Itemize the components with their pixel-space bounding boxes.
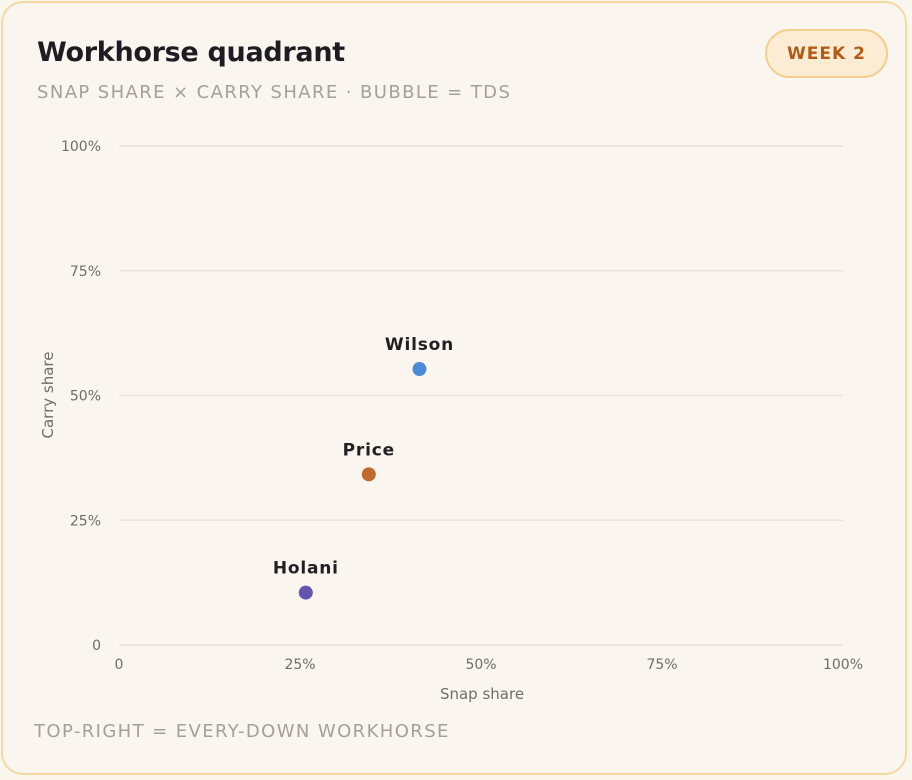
chart-title: Workhorse quadrant	[37, 37, 345, 68]
data-point-holani[interactable]	[298, 585, 313, 600]
data-point-wilson[interactable]	[412, 362, 427, 377]
x-tick-label: 100%	[823, 657, 863, 673]
point-label-holani: Holani	[273, 559, 339, 579]
point-label-price: Price	[343, 440, 395, 460]
y-axis-ticks: 0 25% 50% 75% 100%	[61, 139, 101, 654]
point-label-wilson: Wilson	[385, 335, 454, 355]
y-tick-label: 25%	[70, 513, 101, 529]
chart-subtitle: SNAP SHARE × CARRY SHARE · BUBBLE = TDS	[37, 82, 512, 103]
x-tick-label: 25%	[284, 657, 315, 673]
quadrant-note: TOP-RIGHT = EVERY-DOWN WORKHORSE	[34, 721, 450, 742]
x-axis-label: Snap share	[440, 685, 524, 703]
data-point-price[interactable]	[361, 467, 376, 482]
x-tick-label: 50%	[465, 657, 496, 673]
data-points: Wilson Price Holani	[273, 335, 454, 600]
y-tick-label: 100%	[61, 139, 101, 155]
y-tick-label: 75%	[70, 264, 101, 280]
x-axis-ticks: 0 25% 50% 75% 100%	[115, 657, 863, 673]
grid-lines	[119, 145, 843, 646]
y-tick-label: 50%	[70, 389, 101, 405]
y-axis-label: Carry share	[39, 352, 57, 439]
y-tick-label: 0	[92, 638, 101, 654]
x-tick-label: 75%	[646, 657, 677, 673]
week-badge[interactable]: WEEK 2	[765, 29, 888, 78]
x-tick-label: 0	[115, 657, 124, 673]
